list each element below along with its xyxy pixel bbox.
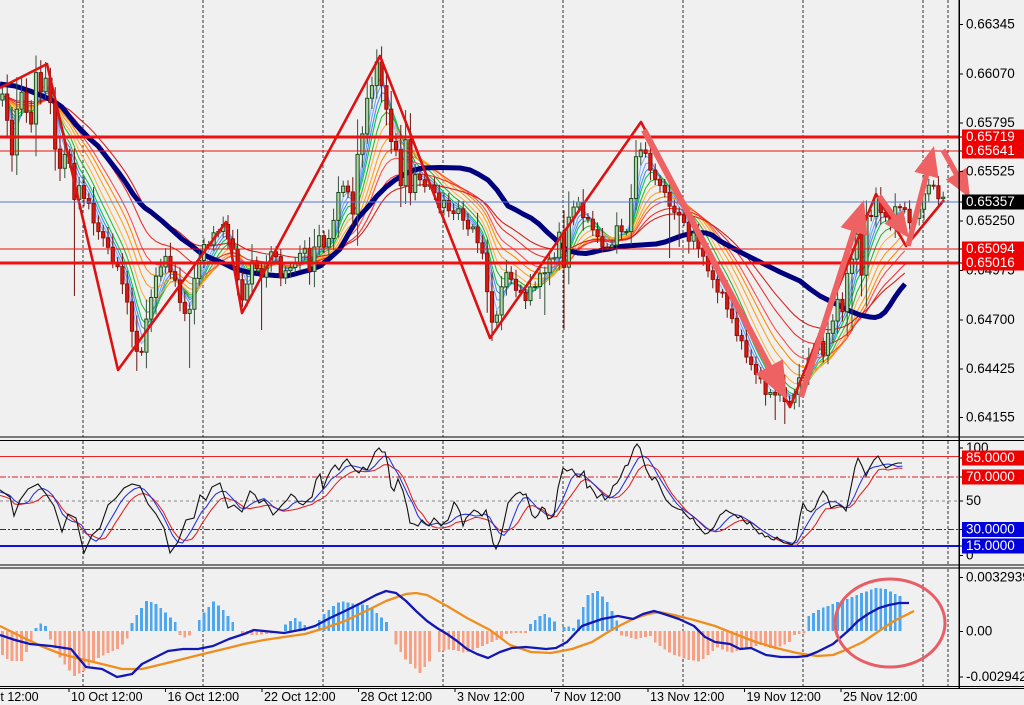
- svg-text:7 Nov 12:00: 7 Nov 12:00: [554, 690, 621, 704]
- svg-text:0.65641: 0.65641: [966, 143, 1015, 158]
- svg-text:0.65094: 0.65094: [966, 241, 1015, 256]
- svg-text:70.0000: 70.0000: [966, 469, 1015, 484]
- svg-text:28 Oct 12:00: 28 Oct 12:00: [361, 690, 433, 704]
- svg-text:0.65525: 0.65525: [966, 164, 1015, 179]
- svg-text:0.66070: 0.66070: [966, 66, 1015, 81]
- svg-text:0.66345: 0.66345: [966, 17, 1015, 32]
- svg-text:0.00: 0.00: [966, 623, 992, 638]
- svg-text:25 Nov 12:00: 25 Nov 12:00: [843, 690, 917, 704]
- svg-text:0: 0: [966, 548, 974, 563]
- svg-text:0.65250: 0.65250: [966, 213, 1015, 228]
- svg-text:0.65016: 0.65016: [966, 255, 1015, 270]
- svg-text:50: 50: [966, 493, 981, 508]
- svg-text:13 Nov 12:00: 13 Nov 12:00: [650, 690, 724, 704]
- svg-text:-0.0029422: -0.0029422: [966, 669, 1024, 684]
- svg-text:0.64155: 0.64155: [966, 410, 1015, 425]
- svg-text:0.64425: 0.64425: [966, 361, 1015, 376]
- svg-text:3 Nov 12:00: 3 Nov 12:00: [457, 690, 524, 704]
- svg-text:0.65357: 0.65357: [966, 194, 1015, 209]
- svg-text:10 Oct 12:00: 10 Oct 12:00: [71, 690, 143, 704]
- svg-text:15.0000: 15.0000: [966, 538, 1015, 553]
- svg-text:0.65719: 0.65719: [966, 129, 1015, 144]
- svg-text:8 Oct 12:00: 8 Oct 12:00: [0, 690, 39, 704]
- svg-text:22 Oct 12:00: 22 Oct 12:00: [264, 690, 336, 704]
- svg-text:19 Nov 12:00: 19 Nov 12:00: [747, 690, 821, 704]
- svg-text:0.0032939: 0.0032939: [966, 569, 1024, 584]
- svg-text:0.64700: 0.64700: [966, 312, 1015, 327]
- svg-text:0.65795: 0.65795: [966, 115, 1015, 130]
- svg-text:16 Oct 12:00: 16 Oct 12:00: [168, 690, 240, 704]
- svg-text:85.0000: 85.0000: [966, 450, 1015, 465]
- svg-text:30.0000: 30.0000: [966, 522, 1015, 537]
